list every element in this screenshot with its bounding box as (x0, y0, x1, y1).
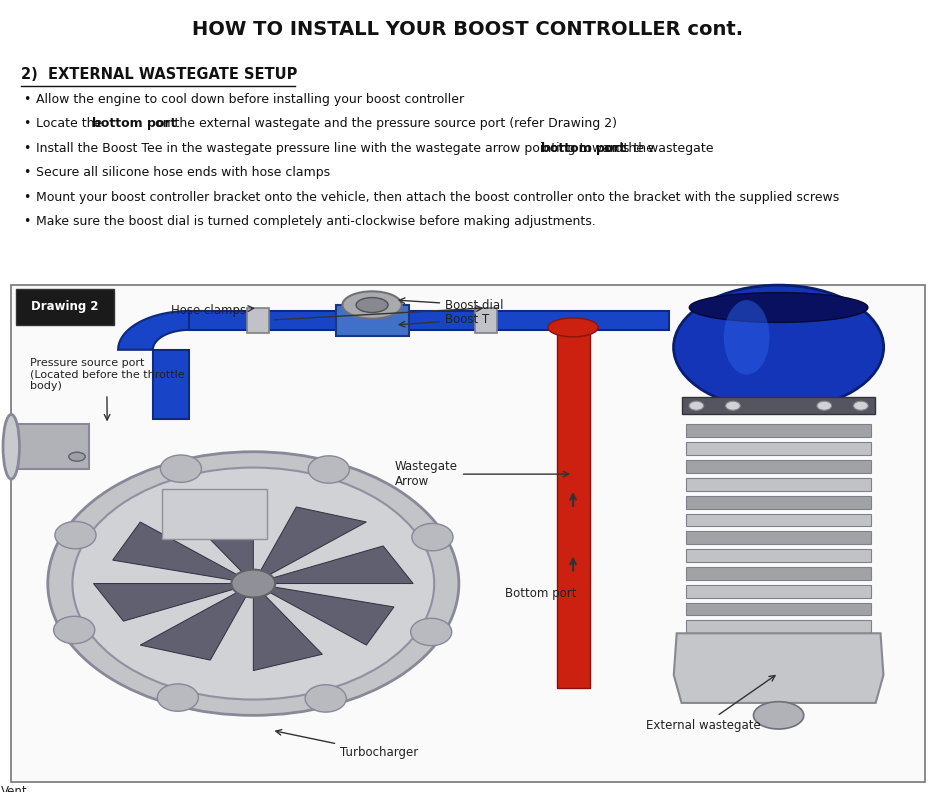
Bar (16, 289, 114, 325)
Text: Boost T: Boost T (400, 314, 490, 327)
Text: bottom port: bottom port (92, 117, 176, 130)
Text: on the wastegate: on the wastegate (600, 142, 714, 154)
Polygon shape (557, 333, 590, 688)
Polygon shape (254, 546, 413, 584)
Ellipse shape (55, 521, 96, 549)
Polygon shape (254, 584, 394, 645)
Text: •: • (23, 215, 31, 228)
Text: Make sure the boost dial is turned completely anti-clockwise before making adjus: Make sure the boost dial is turned compl… (36, 215, 595, 228)
Ellipse shape (308, 456, 349, 483)
Text: •: • (23, 166, 31, 179)
Polygon shape (94, 584, 254, 621)
Ellipse shape (157, 684, 198, 711)
Ellipse shape (356, 298, 388, 313)
Text: HOW TO INSTALL YOUR BOOST CONTROLLER cont.: HOW TO INSTALL YOUR BOOST CONTROLLER con… (193, 20, 743, 39)
Polygon shape (674, 634, 884, 703)
Ellipse shape (160, 455, 201, 482)
Text: •: • (23, 191, 31, 204)
Text: Locate the: Locate the (36, 117, 106, 130)
Ellipse shape (343, 291, 402, 318)
Ellipse shape (68, 452, 85, 461)
Text: •: • (23, 142, 31, 154)
Polygon shape (254, 507, 366, 584)
Polygon shape (686, 531, 871, 544)
Text: •: • (23, 93, 31, 105)
Ellipse shape (305, 685, 346, 712)
Polygon shape (184, 497, 254, 584)
Ellipse shape (72, 467, 434, 699)
Ellipse shape (689, 402, 704, 410)
Text: Pressure source port
(Located before the throttle
body): Pressure source port (Located before the… (30, 358, 184, 420)
Text: Install the Boost Tee in the wastegate pressure line with the wastegate arrow po: Install the Boost Tee in the wastegate p… (36, 142, 657, 154)
Text: Turbocharger: Turbocharger (276, 729, 418, 760)
Polygon shape (247, 308, 269, 333)
Ellipse shape (674, 285, 884, 409)
Polygon shape (686, 620, 871, 634)
Text: Mount your boost controller bracket onto the vehicle, then attach the boost cont: Mount your boost controller bracket onto… (36, 191, 839, 204)
Polygon shape (254, 584, 322, 671)
Ellipse shape (854, 402, 868, 410)
Bar (162, 489, 267, 539)
Polygon shape (686, 425, 871, 437)
Text: 2)  EXTERNAL WASTEGATE SETUP: 2) EXTERNAL WASTEGATE SETUP (21, 67, 297, 82)
Ellipse shape (231, 569, 275, 597)
Text: Bottom port: Bottom port (505, 587, 576, 600)
Polygon shape (475, 308, 497, 333)
Text: Secure all silicone hose ends with hose clamps: Secure all silicone hose ends with hose … (36, 166, 329, 179)
Polygon shape (189, 311, 669, 330)
Text: Vent: Vent (1, 785, 27, 792)
Polygon shape (112, 522, 254, 584)
Ellipse shape (3, 414, 20, 479)
Polygon shape (682, 397, 875, 414)
Polygon shape (686, 496, 871, 508)
Polygon shape (686, 584, 871, 598)
Ellipse shape (725, 402, 740, 410)
Text: Boost dial: Boost dial (400, 298, 504, 311)
Text: •: • (23, 117, 31, 130)
Ellipse shape (817, 402, 831, 410)
Bar (11, 285, 925, 782)
Ellipse shape (753, 702, 804, 729)
Ellipse shape (689, 292, 868, 322)
Polygon shape (686, 603, 871, 615)
Polygon shape (686, 567, 871, 580)
Polygon shape (11, 425, 89, 469)
Text: bottom port: bottom port (541, 142, 625, 154)
Text: Drawing 2: Drawing 2 (31, 300, 99, 314)
Text: Hose clamps: Hose clamps (171, 304, 254, 318)
Polygon shape (140, 584, 254, 660)
Polygon shape (686, 460, 871, 473)
Ellipse shape (724, 300, 769, 375)
Ellipse shape (53, 616, 95, 644)
Ellipse shape (411, 619, 452, 645)
Text: Allow the engine to cool down before installing your boost controller: Allow the engine to cool down before ins… (36, 93, 463, 105)
Polygon shape (153, 350, 189, 420)
Polygon shape (686, 478, 871, 491)
Text: Wastegate
Arrow: Wastegate Arrow (395, 460, 569, 488)
Ellipse shape (548, 318, 598, 337)
Polygon shape (335, 305, 409, 336)
Polygon shape (686, 513, 871, 527)
Text: External wastegate: External wastegate (646, 676, 775, 732)
Polygon shape (118, 311, 189, 350)
Ellipse shape (48, 451, 459, 715)
Ellipse shape (412, 524, 453, 550)
Text: on the external wastegate and the pressure source port (refer Drawing 2): on the external wastegate and the pressu… (152, 117, 618, 130)
Polygon shape (686, 442, 871, 455)
Polygon shape (686, 549, 871, 562)
